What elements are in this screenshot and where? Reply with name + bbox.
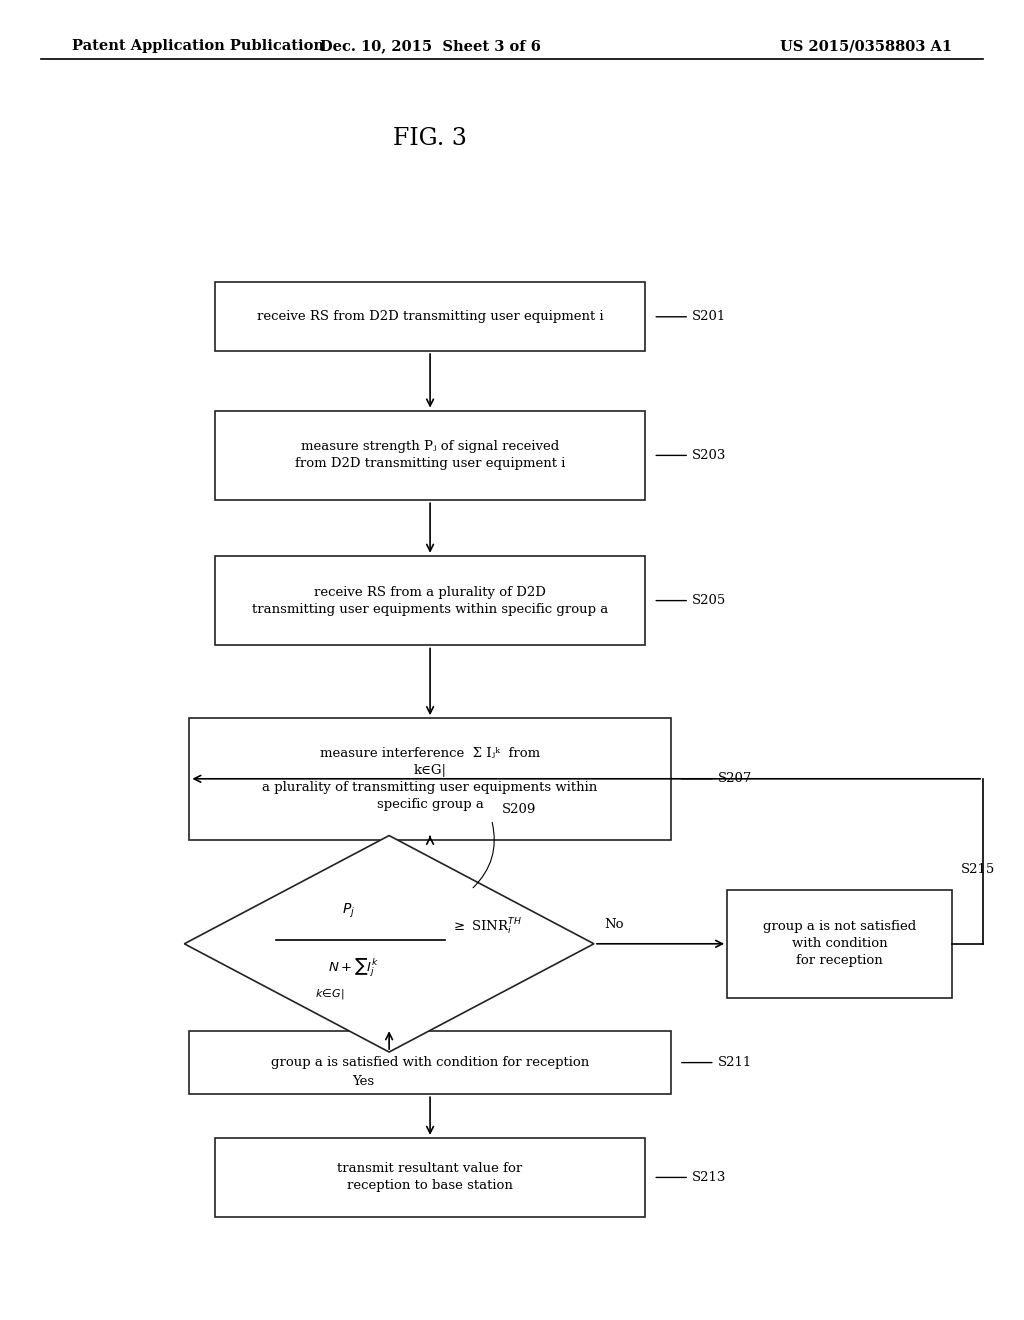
Text: Dec. 10, 2015  Sheet 3 of 6: Dec. 10, 2015 Sheet 3 of 6 [319,40,541,53]
Text: FIG. 3: FIG. 3 [393,127,467,150]
Bar [189,718,671,840]
Text: receive RS from a plurality of D2D
transmitting user equipments within specific : receive RS from a plurality of D2D trans… [252,586,608,615]
Bar [215,411,645,500]
Text: S215: S215 [961,863,994,876]
Text: $P_j$: $P_j$ [342,902,354,920]
Text: $N + \sum I_j^k$: $N + \sum I_j^k$ [328,957,379,978]
Text: S207: S207 [718,772,753,785]
Text: Patent Application Publication: Patent Application Publication [72,40,324,53]
Text: measure interference  Σ Iⱼᵏ  from
k∈G|
a plurality of transmitting user equipmen: measure interference Σ Iⱼᵏ from k∈G| a p… [262,747,598,810]
Bar [215,1138,645,1217]
Text: $\geq$ SINR$_i^{TH}$: $\geq$ SINR$_i^{TH}$ [451,916,521,937]
Bar [727,890,952,998]
Bar [215,282,645,351]
Text: US 2015/0358803 A1: US 2015/0358803 A1 [780,40,952,53]
Bar [189,1031,671,1094]
Text: S213: S213 [692,1171,727,1184]
Text: S211: S211 [718,1056,752,1069]
Text: S209: S209 [502,803,537,816]
Text: S203: S203 [692,449,727,462]
Text: measure strength Pⱼ of signal received
from D2D transmitting user equipment i: measure strength Pⱼ of signal received f… [295,441,565,470]
Text: $k\!\in\! G|$: $k\!\in\! G|$ [314,987,345,1001]
Text: S205: S205 [692,594,726,607]
Text: group a is satisfied with condition for reception: group a is satisfied with condition for … [271,1056,589,1069]
Text: S201: S201 [692,310,726,323]
Text: Yes: Yes [352,1074,375,1088]
Polygon shape [184,836,594,1052]
Bar [215,556,645,645]
Text: No: No [604,917,624,931]
Text: group a is not satisfied
with condition
for reception: group a is not satisfied with condition … [763,920,916,968]
Text: transmit resultant value for
reception to base station: transmit resultant value for reception t… [338,1163,522,1192]
Text: receive RS from D2D transmitting user equipment i: receive RS from D2D transmitting user eq… [257,310,603,323]
